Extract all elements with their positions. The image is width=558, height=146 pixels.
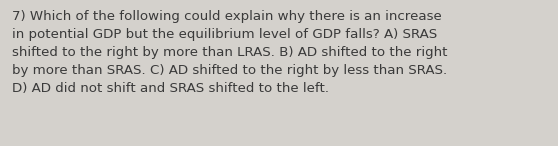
Text: 7) Which of the following could explain why there is an increase
in potential GD: 7) Which of the following could explain … [12, 10, 448, 95]
